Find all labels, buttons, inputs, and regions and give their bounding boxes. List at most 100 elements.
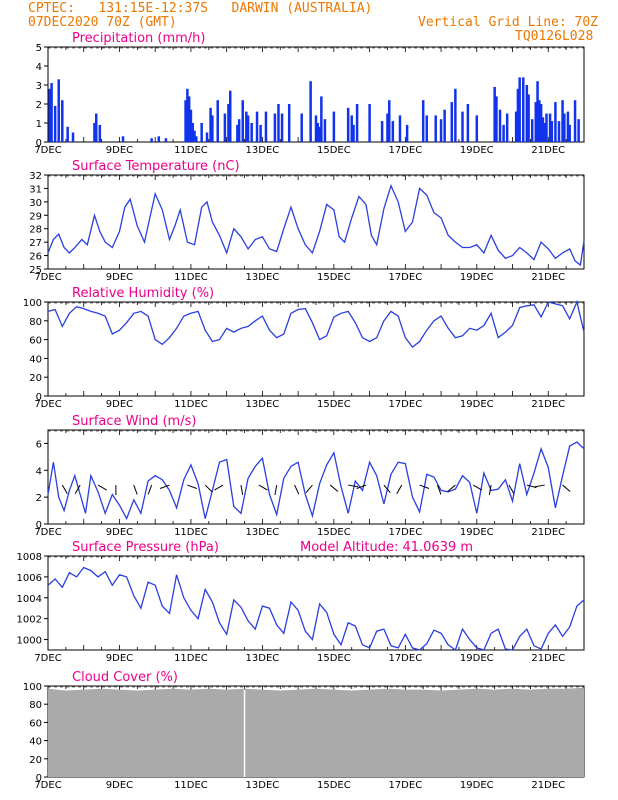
wind-arrow (356, 484, 367, 489)
precip-bar (245, 111, 248, 142)
precipitation-title: Precipitation (mm/h) (72, 31, 205, 46)
precip-bar (318, 126, 321, 142)
humidity-series-line (47, 299, 585, 349)
humidity-xtick-label: 7DEC (34, 399, 61, 410)
precip-bar (502, 124, 505, 142)
wind-xtick-label: 13DEC (246, 527, 280, 538)
wind-ytick-label: 0 (36, 520, 42, 531)
wind-frame (47, 429, 585, 525)
precipitation-xtick-label: 7DEC (34, 145, 61, 156)
precipitation-ytick-label: 1 (36, 119, 42, 130)
cloud-cover-xtick-label: 21DEC (531, 780, 565, 791)
cloud-cover-xtick-label: 11DEC (174, 780, 208, 791)
humidity-xtick-label: 21DEC (531, 399, 565, 410)
pressure-xtick-label: 19DEC (460, 653, 494, 664)
precip-bar (264, 111, 268, 142)
humidity-xtick-label: 19DEC (460, 399, 494, 410)
temperature-xtick-label: 13DEC (246, 272, 280, 283)
humidity-xtick-label: 15DEC (317, 399, 351, 410)
humidity-xtick-label: 13DEC (246, 399, 280, 410)
wind-arrow (258, 484, 268, 491)
precip-bar (236, 124, 239, 142)
wind-arrow (97, 484, 107, 491)
temperature-xtick-label: 9DEC (106, 272, 133, 283)
precipitation-xtick-label: 13DEC (246, 145, 280, 156)
precip-bar (505, 113, 509, 142)
precip-bar (461, 111, 464, 142)
precip-bar (50, 83, 53, 142)
temperature-xtick-label: 21DEC (531, 272, 565, 283)
precip-bar (539, 104, 543, 142)
precip-bar (443, 109, 446, 142)
precip-bar (563, 113, 566, 142)
precip-bar (71, 132, 75, 142)
precip-bar (561, 100, 564, 142)
cloud-cover-xtick-label: 17DEC (388, 780, 422, 791)
precipitation-xtick-label: 21DEC (531, 145, 565, 156)
cloud-cover-ytick-label: 40 (29, 737, 42, 748)
precip-bar (545, 113, 548, 142)
precip-bar (352, 124, 355, 142)
precipitation-xtick-label: 15DEC (317, 145, 351, 156)
precip-bar (53, 105, 57, 142)
wind-arrow (488, 484, 492, 495)
precip-bar (57, 79, 60, 142)
pressure-xtick-label: 11DEC (174, 653, 208, 664)
wind-arrow (61, 484, 68, 494)
precip-bar (191, 123, 194, 142)
wind-arrow (534, 484, 545, 488)
precip-bar (573, 100, 577, 142)
precip-bar (495, 96, 498, 142)
pressure-ytick-label: 1006 (17, 573, 42, 584)
precip-bar (237, 119, 241, 142)
wind-xtick-label: 7DEC (34, 527, 61, 538)
humidity-ytick-label: 100 (23, 298, 42, 309)
humidity-xtick-label: 17DEC (388, 399, 422, 410)
precip-bar (355, 104, 359, 142)
wind-arrow (419, 484, 430, 489)
precip-bar (541, 117, 545, 142)
wind-ytick-label: 6 (36, 439, 42, 450)
humidity-ytick-label: 60 (29, 336, 42, 347)
pressure-frame (47, 555, 585, 651)
pressure-xtick-label: 13DEC (246, 653, 280, 664)
pressure-ytick-label: 1000 (17, 636, 42, 647)
pressure-series-line (47, 566, 585, 652)
precip-bar (538, 100, 541, 142)
precipitation-ytick-label: 2 (36, 100, 42, 111)
humidity-ytick-label: 20 (29, 373, 42, 384)
precip-bar (61, 100, 64, 142)
precip-bar (189, 109, 193, 142)
precip-bar (332, 111, 336, 142)
precip-bar (309, 81, 312, 142)
precip-bar (150, 138, 153, 142)
precipitation-xtick-label: 17DEC (388, 145, 422, 156)
humidity-title: Relative Humidity (%) (72, 286, 214, 301)
header-grid-line: Vertical Grid Line: 70Z (418, 15, 599, 30)
temperature-series-line (47, 183, 585, 267)
precipitation-ytick-label: 5 (36, 43, 42, 54)
precip-bar (48, 88, 52, 142)
wind-arrow (437, 484, 442, 495)
wind-xtick-label: 21DEC (531, 527, 565, 538)
wind-arrow (187, 484, 197, 489)
precip-bar (536, 81, 539, 142)
header-date: 07DEC2020 70Z (GMT) (28, 15, 177, 30)
precip-bar (195, 136, 198, 142)
wind-xtick-label: 19DEC (460, 527, 494, 538)
wind-ytick-label: 4 (36, 466, 42, 477)
precip-bar (518, 77, 521, 142)
wind-xtick-label: 9DEC (106, 527, 133, 538)
precip-bar (450, 102, 454, 142)
precip-bar (548, 113, 552, 142)
precipitation-ytick-label: 3 (36, 81, 42, 92)
precip-bar (300, 113, 303, 142)
precip-bar (228, 90, 232, 142)
temperature-ytick-label: 30 (29, 198, 42, 209)
precip-bar (255, 111, 259, 142)
precip-bar (550, 121, 554, 142)
temperature-ytick-label: 31 (29, 184, 42, 195)
cloud-cover-ytick-label: 0 (36, 773, 42, 784)
precip-bar (454, 88, 457, 142)
precip-bar (434, 115, 437, 142)
